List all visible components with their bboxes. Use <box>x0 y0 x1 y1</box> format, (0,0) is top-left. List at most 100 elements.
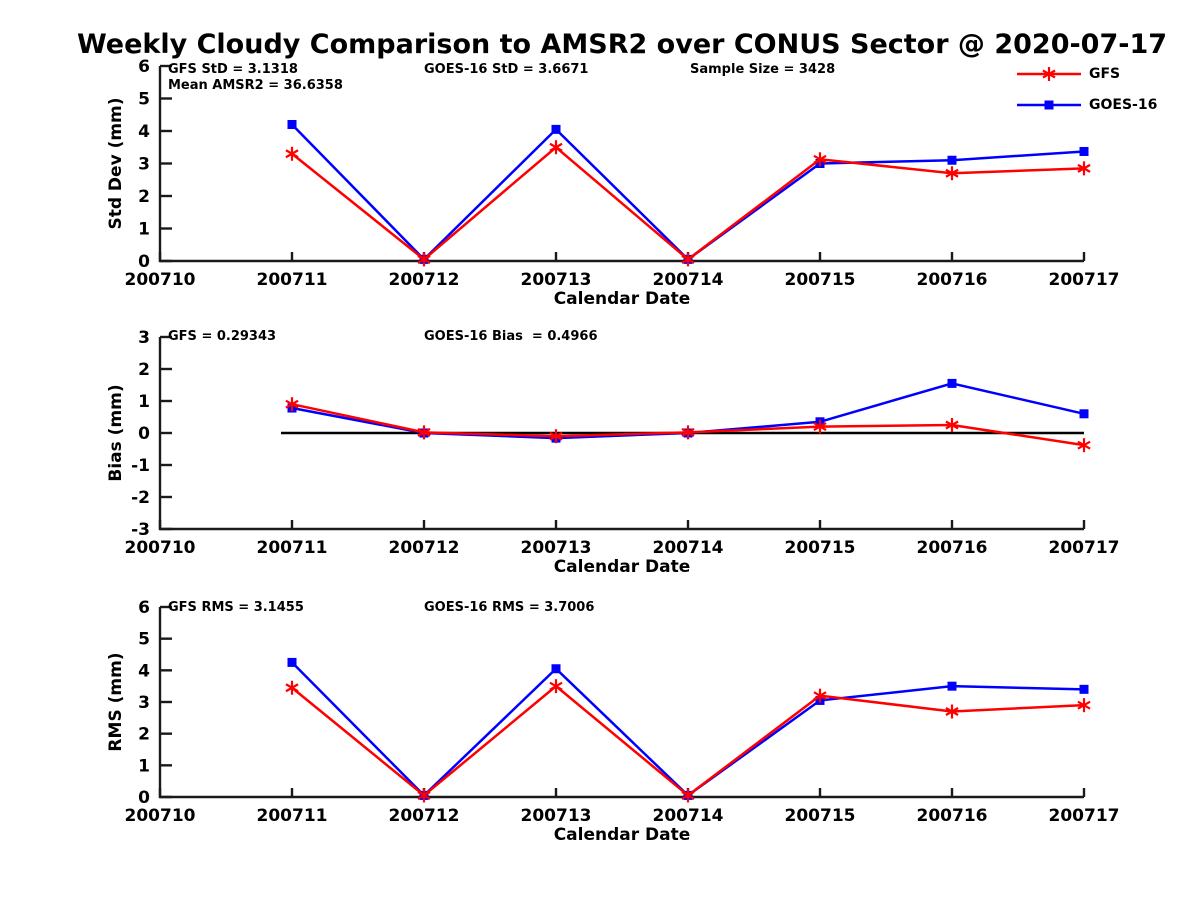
y-tick-label: 3 <box>138 328 150 348</box>
annotation-goes16-std: GOES-16 StD = 3.6671 <box>424 62 589 77</box>
annotation-goes16-rms: GOES-16 RMS = 3.7006 <box>424 600 595 615</box>
y-tick-label: 4 <box>138 661 150 681</box>
gfs-line <box>291 684 1085 798</box>
y-tick-label: 2 <box>138 725 150 745</box>
gfs-asterisk-marker <box>549 431 563 441</box>
annotation-mean-amsr2: Mean AMSR2 = 36.6358 <box>168 78 343 93</box>
gfs-asterisk-marker <box>285 149 299 159</box>
x-tick-label: 200713 <box>521 538 592 558</box>
x-axis-title: Calendar Date <box>554 825 691 845</box>
axis-spines <box>158 607 1084 799</box>
legend-label-gfs: GFS <box>1089 66 1121 82</box>
y-tick-label: 2 <box>138 360 150 380</box>
legend-label-goes16: GOES-16 <box>1089 97 1158 113</box>
gfs-asterisk-marker <box>1077 440 1091 450</box>
y-tick-label: 1 <box>138 392 150 412</box>
gfs-asterisk-marker <box>681 427 695 437</box>
annotation-goes16-bias: GOES-16 Bias = 0.4966 <box>424 329 598 344</box>
gfs-asterisk-marker <box>945 707 959 716</box>
x-tick-label: 200711 <box>257 806 328 826</box>
y-tick-label: 6 <box>138 598 150 618</box>
gfs-asterisk-marker <box>285 399 299 409</box>
y-axis-title: Std Dev (mm) <box>106 97 126 229</box>
gfs-asterisk-marker <box>813 422 827 432</box>
y-tick-label: 0 <box>138 788 150 808</box>
y-tick-label: -3 <box>131 520 150 540</box>
x-tick-label: 200712 <box>389 270 460 290</box>
gfs-asterisk-marker <box>549 681 563 691</box>
y-tick-label: 0 <box>138 252 150 272</box>
gfs-asterisk-marker <box>813 691 827 701</box>
y-tick-label: 3 <box>138 693 150 713</box>
x-tick-label: 200714 <box>653 538 724 558</box>
gfs-asterisk-marker <box>945 168 959 178</box>
y-tick-label: 1 <box>138 220 150 240</box>
legend-item-goes16: GOES-16 <box>1016 95 1157 115</box>
x-tick-label: 200712 <box>389 538 460 558</box>
gfs-line <box>291 145 1085 261</box>
legend-item-gfs: GFS <box>1016 64 1120 84</box>
x-tick-label: 200711 <box>257 270 328 290</box>
gfs-line-sample-icon <box>1017 67 1081 81</box>
x-tick-label: 200713 <box>521 806 592 826</box>
x-tick-label: 200716 <box>917 270 988 290</box>
x-tick-label: 200717 <box>1049 538 1120 558</box>
y-tick-label: -1 <box>131 456 150 476</box>
x-tick-label: 200716 <box>917 538 988 558</box>
gfs-asterisk-marker <box>813 154 827 164</box>
x-tick-label: 200714 <box>653 270 724 290</box>
x-tick-label: 200717 <box>1049 806 1120 826</box>
y-tick-label: 4 <box>138 122 150 142</box>
gfs-asterisk-marker <box>681 790 695 800</box>
goes-16-line <box>291 123 1085 262</box>
x-tick-label: 200712 <box>389 806 460 826</box>
x-axis-title: Calendar Date <box>554 557 691 577</box>
x-tick-label: 200713 <box>521 270 592 290</box>
x-tick-label: 200715 <box>785 538 856 558</box>
goes16-line-sample-icon <box>1017 100 1081 110</box>
goes-16-square-marker <box>947 155 957 165</box>
gfs-asterisk-marker <box>1077 700 1091 710</box>
gfs-asterisk-marker <box>1077 163 1091 173</box>
gfs-asterisk-marker <box>285 683 299 693</box>
x-tick-label: 200715 <box>785 270 856 290</box>
goes-16-square-marker <box>287 657 297 667</box>
subplot-rms-mm: 0 1 2 3 4 5 6 200710 200711 200712 200713 200714 200… <box>106 598 1119 845</box>
goes-16-square-marker <box>1079 684 1089 694</box>
x-tick-label: 200710 <box>125 806 196 826</box>
gfs-asterisk-marker <box>417 790 431 800</box>
annotation-gfs-rms: GFS RMS = 3.1455 <box>168 600 304 615</box>
y-tick-label: 3 <box>138 155 150 175</box>
goes-16-square-marker <box>287 120 297 129</box>
goes-16-line <box>291 661 1085 798</box>
annotation-gfs-bias: GFS = 0.29343 <box>168 329 277 344</box>
x-axis-title: Calendar Date <box>554 289 691 309</box>
x-tick-label: 200715 <box>785 806 856 826</box>
goes-16-square-marker <box>947 681 957 691</box>
gfs-asterisk-marker <box>417 427 431 437</box>
subplot-std-dev-mm: 0 1 2 3 4 5 6 200710 200711 200712 200713 200714 200… <box>106 57 1119 309</box>
gfs-asterisk-marker <box>945 420 959 430</box>
y-tick-label: 6 <box>138 57 150 77</box>
y-tick-label: -2 <box>131 488 150 508</box>
figure-title: Weekly Cloudy Comparison to AMSR2 over C… <box>76 29 1168 60</box>
y-axis-title: Bias (mm) <box>106 384 126 481</box>
goes-16-legend-square-marker <box>1044 100 1054 110</box>
y-axis-title: RMS (mm) <box>106 652 126 751</box>
goes-16-square-marker <box>947 378 957 388</box>
x-tick-label: 200710 <box>125 538 196 558</box>
y-tick-label: 0 <box>138 424 150 444</box>
subplot-bias-mm: -3 -2 -1 0 1 2 3 200710 200711 200712 200713 200714… <box>106 328 1119 577</box>
goes-16-square-marker <box>1079 409 1089 419</box>
x-tick-label: 200717 <box>1049 270 1120 290</box>
y-tick-label: 2 <box>138 187 150 207</box>
x-tick-label: 200714 <box>653 806 724 826</box>
gfs-legend-asterisk-marker <box>1042 69 1056 79</box>
y-tick-label: 5 <box>138 90 150 110</box>
y-tick-label: 1 <box>138 756 150 776</box>
gfs-asterisk-marker <box>681 254 695 264</box>
x-tick-label: 200710 <box>125 270 196 290</box>
x-tick-label: 200716 <box>917 806 988 826</box>
